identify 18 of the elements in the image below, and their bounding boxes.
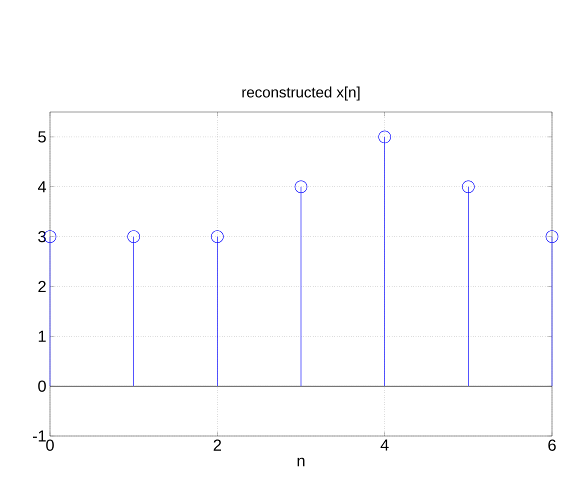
- point: [127, 230, 140, 243]
- point: [211, 230, 224, 243]
- x-tick-label: 6: [548, 440, 556, 451]
- y-tick-label: 4: [38, 181, 46, 192]
- x-tick-label: 0: [46, 440, 54, 451]
- y-tick-label: -1: [32, 430, 46, 442]
- x-tick-label: 4: [380, 440, 389, 451]
- point: [546, 230, 558, 243]
- x-axis-title: n: [298, 458, 304, 466]
- y-tick-label: 0: [38, 380, 46, 392]
- point: [378, 130, 391, 144]
- x-tick-label: 2: [214, 440, 221, 451]
- point: [462, 180, 475, 194]
- y-tick-label: 5: [38, 131, 46, 143]
- point: [294, 180, 308, 194]
- y-tick-label: 2: [38, 280, 46, 292]
- chart-title: reconstructed x[n]: [242, 86, 360, 100]
- y-tick-label: 1: [38, 330, 46, 342]
